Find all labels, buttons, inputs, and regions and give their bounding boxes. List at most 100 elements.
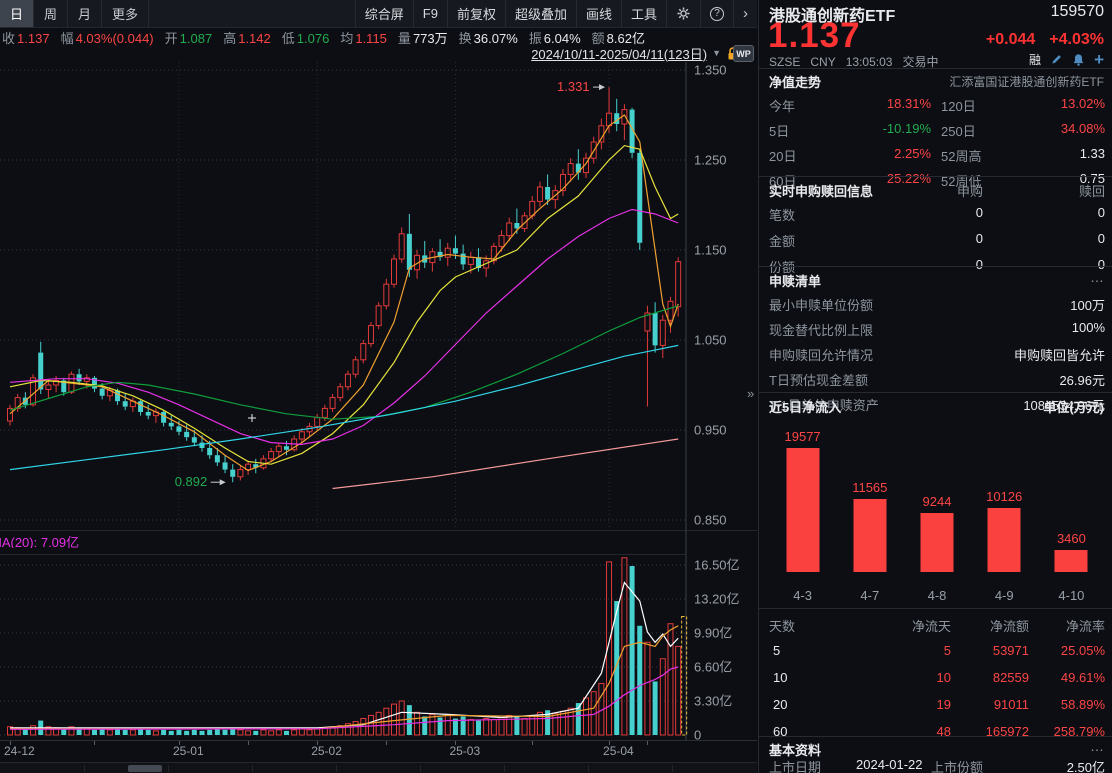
nav-value: 2.25% [894,146,931,161]
flow-bar-value: 9244 [922,494,952,509]
toolbar-button-前复权[interactable]: 前复权 [446,0,505,27]
net-amount-value: 165972 [985,724,1029,739]
subscribe-value: 0 [975,205,983,220]
scrollbar-thumb[interactable] [128,765,162,772]
x-axis-label: 25-01 [172,744,204,758]
row-value: 100万 [1070,298,1105,313]
list-date-value: 2024-01-22 [856,757,923,772]
toolbar-button-超级叠加[interactable]: 超级叠加 [504,0,576,27]
x-axis-label: 25-03 [449,744,481,758]
toolbar: 日周月更多 综合屏 F9 前复权 超级叠加 画线 工具 ? › [0,0,757,28]
redeem-value: 0 [1097,231,1105,246]
tab-period-周[interactable]: 周 [34,0,69,27]
redeem-value: 0 [1097,257,1105,272]
days-value: 60 [773,724,788,739]
x-axis-tick [386,741,388,745]
toolbar-button-画线[interactable]: 画线 [575,0,621,27]
row-label: T日预估现金差额 [769,373,868,388]
date-range-row: 2024/10/11-2025/04/11(123日) ▼ [531,45,740,62]
flow-bar-cell: 19577 [769,420,836,572]
days-value: 20 [773,697,788,712]
flow-bar-cell: 11565 [836,420,903,572]
settings-button[interactable] [666,0,700,27]
quote-panel: 港股通创新药ETF 159570 1.137 +0.044 +4.03% SZSE… [758,0,1112,773]
stat-换: 换 36.07% [458,31,518,46]
subscribe-value: 0 [975,257,983,272]
volume-ma-label: MA(20): 7.09亿 [0,535,80,548]
flow-bar [987,508,1021,572]
help-button[interactable]: ? [700,0,733,27]
divider [759,176,1112,177]
flow-bar-date: 4-3 [793,588,812,603]
gear-icon [677,7,690,20]
x-axis-tick [609,741,611,745]
row-value: 申购赎回皆允许 [1013,348,1105,363]
toolbar-button-F9[interactable]: F9 [412,0,447,27]
net-flow-bar-chart: 19577 11565 9244 10126 3460 [769,420,1105,572]
scrollbar-segment [168,765,169,772]
row-label: 笔数 [769,208,796,223]
row-label: 金额 [769,234,796,249]
col-header: 净流率 [1065,619,1105,634]
date-range-selector[interactable]: 2024/10/11-2025/04/11(123日) [531,46,708,62]
flow-bar-value: 19577 [784,429,821,444]
more-tools-button[interactable]: › [733,0,757,27]
flow-bar [786,448,820,572]
tab-period-更多[interactable]: 更多 [102,0,150,27]
col-redeem: 赎回 [1078,184,1105,199]
x-axis-tick [647,741,649,745]
x-axis-tick [178,741,180,745]
alert-button[interactable] [1072,53,1085,67]
flow-bar-date: 4-8 [927,588,947,603]
toolbar-button-综合屏[interactable]: 综合屏 [354,0,413,27]
wp-plugin-badge[interactable]: WP [733,45,754,62]
stat-额: 额 8.62亿 [591,31,645,46]
edit-note-button[interactable] [1050,53,1063,66]
svg-text:0: 0 [694,728,701,741]
add-to-watchlist-button[interactable]: + [1094,49,1104,69]
chevron-down-icon[interactable]: ▼ [712,48,721,58]
toolbar-button-工具[interactable]: 工具 [620,0,666,27]
nav-row: 今年 18.31% 120日 13.02% [759,96,1112,116]
flow-bar-value: 3460 [1056,531,1086,546]
nav-value: 25.22% [886,171,931,186]
row-label: 现金替代比例上限 [769,323,874,338]
list-date-label: 上市日期 [769,760,822,773]
flow-bar-value: 10126 [986,489,1023,504]
chart-scrollbar[interactable] [0,762,757,773]
pencil-icon [1052,55,1061,64]
subscribe-value: 0 [975,231,983,246]
svg-text:0.950: 0.950 [694,423,727,438]
redemption-section-title: 申赎清单 [769,274,822,289]
currency-label: CNY [810,55,836,69]
stat-振: 振 6.04% [528,31,581,46]
col-header: 净流天 [911,619,951,634]
divider [759,68,1112,69]
x-axis-tick [248,741,250,745]
panel-collapse-handle[interactable]: » [747,386,755,401]
nav-label: 今年 [769,99,796,114]
svg-text:9.90亿: 9.90亿 [694,626,732,641]
volume-chart[interactable]: 16.50亿 13.20亿 9.90亿 6.60亿 3.30亿 0 [0,530,757,740]
redeem-value: 0 [1097,205,1105,220]
scrollbar-segment [420,765,421,772]
scrollbar-segment [672,765,673,772]
row-value: 26.96元 [1059,373,1105,388]
svg-text:0.892: 0.892 [175,474,208,489]
stat-低: 低 1.076 [281,31,330,46]
nav-label: 120日 [941,99,976,114]
flow-bar-date: 4-7 [860,588,880,603]
net-amount-value: 91011 [993,697,1029,712]
redemption-more-button[interactable]: … [1090,269,1104,285]
candlestick-chart[interactable]: 1.350 1.250 1.150 1.050 0.950 0.850 1.331 0.892 [0,62,757,530]
net-days-value: 5 [943,643,951,658]
net-rate-value: 58.89% [1060,697,1105,712]
basic-info-more-button[interactable]: … [1090,738,1104,754]
tab-period-日[interactable]: 日 [0,0,35,27]
change-value: +0.044 [985,31,1036,48]
stat-量: 量 773万 [397,31,448,46]
tab-period-月[interactable]: 月 [68,0,103,27]
scrollbar-segment [84,765,85,772]
instrument-name: 港股通创新药ETF [769,8,896,25]
redemption-row: T日预估现金差额 26.96元 [759,370,1112,390]
